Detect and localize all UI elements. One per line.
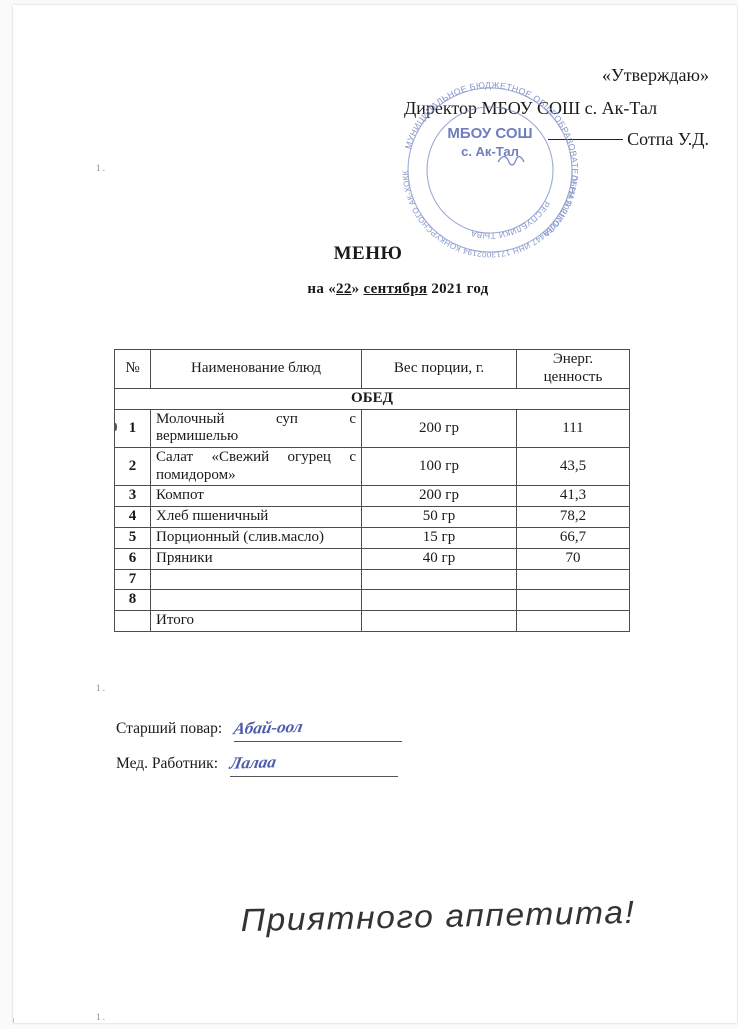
svg-text:МБОУ СОШ: МБОУ СОШ xyxy=(447,125,532,142)
svg-text:с. Ак-Тал: с. Ак-Тал xyxy=(461,144,519,159)
svg-text:ОГРН 102170069447 ИНН 17130021: ОГРН 102170069447 ИНН 1713002194 КОНКУРС… xyxy=(390,70,579,259)
svg-text:МУНИЦИПАЛЬНОЕ БЮДЖЕТНОЕ ОБЩЕОБ: МУНИЦИПАЛЬНОЕ БЮДЖЕТНОЕ ОБЩЕОБРАЗОВАТЕЛЬ… xyxy=(403,80,580,239)
